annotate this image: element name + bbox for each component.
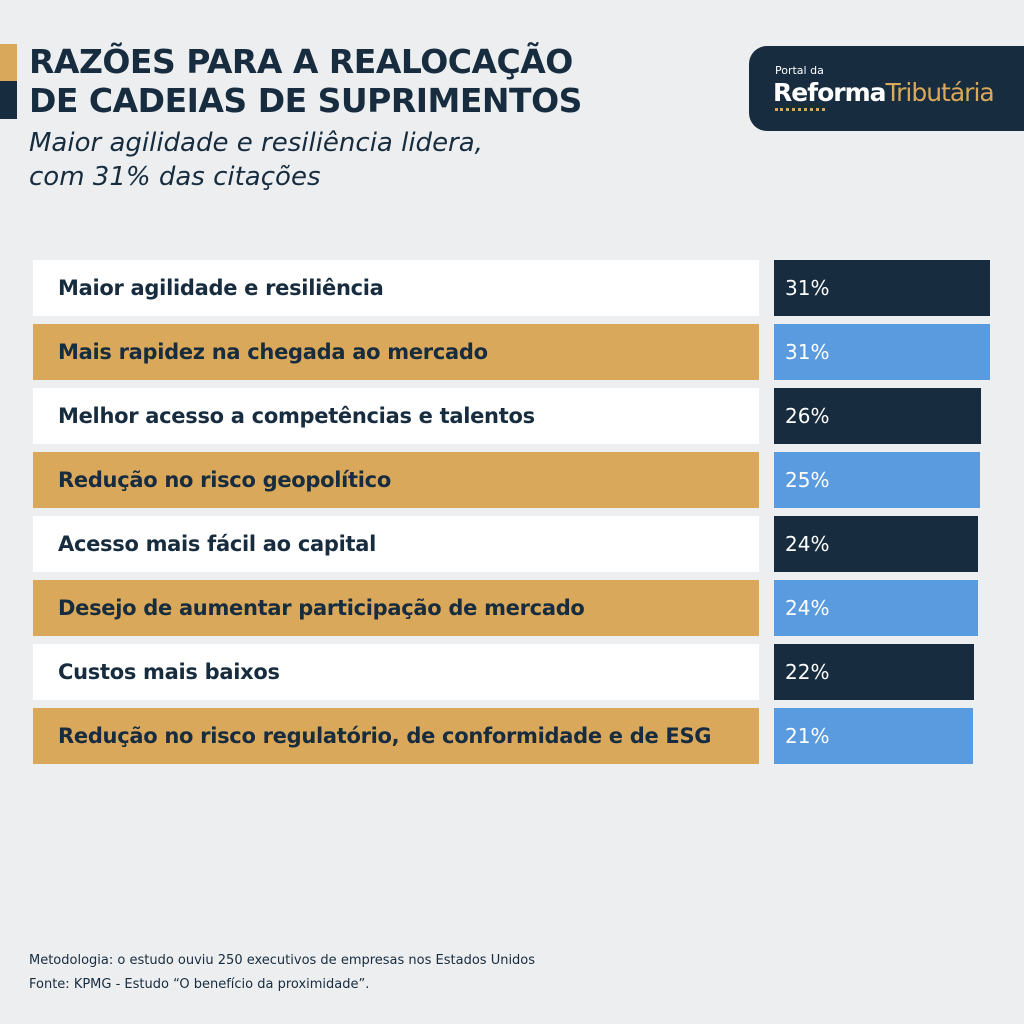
value-label: 24% xyxy=(785,596,830,620)
page-title: RAZÕES PARA A REALOCAÇÃO DE CADEIAS DE SU… xyxy=(29,42,582,120)
bar: 24% xyxy=(774,516,978,572)
source-note: Fonte: KPMG - Estudo “O benefício da pro… xyxy=(29,977,370,992)
title-line-2: DE CADEIAS DE SUPRIMENTOS xyxy=(29,81,582,120)
value-label: 24% xyxy=(785,532,830,556)
value-label: 31% xyxy=(785,276,830,300)
chart-row: Acesso mais fácil ao capital 24% xyxy=(33,516,991,572)
category-label: Maior agilidade e resiliência xyxy=(33,260,759,316)
logo-brand-tributaria: Tributária xyxy=(885,78,995,107)
value-label: 22% xyxy=(785,660,830,684)
value-label: 31% xyxy=(785,340,830,364)
value-label: 21% xyxy=(785,724,830,748)
portal-logo: Portal da ReformaTributária xyxy=(749,46,1024,131)
logo-brand: ReformaTributária xyxy=(773,78,995,107)
chart-row: Mais rapidez na chegada ao mercado 31% xyxy=(33,324,991,380)
bar: 24% xyxy=(774,580,978,636)
chart-row: Maior agilidade e resiliência 31% xyxy=(33,260,991,316)
logo-dots xyxy=(775,108,825,111)
logo-brand-reforma: Reforma xyxy=(773,78,887,107)
category-label: Redução no risco regulatório, de conform… xyxy=(33,708,759,764)
category-label: Redução no risco geopolítico xyxy=(33,452,759,508)
chart-row: Redução no risco regulatório, de conform… xyxy=(33,708,991,764)
chart-row: Custos mais baixos 22% xyxy=(33,644,991,700)
accent-bar-gold xyxy=(0,44,17,81)
bar: 21% xyxy=(774,708,973,764)
title-line-1: RAZÕES PARA A REALOCAÇÃO xyxy=(29,42,573,81)
accent-bar-navy xyxy=(0,81,17,119)
bar: 31% xyxy=(774,260,990,316)
subtitle-line-2: com 31% das citações xyxy=(29,162,321,192)
category-label: Melhor acesso a competências e talentos xyxy=(33,388,759,444)
chart-row: Redução no risco geopolítico 25% xyxy=(33,452,991,508)
value-label: 26% xyxy=(785,404,830,428)
category-label: Acesso mais fácil ao capital xyxy=(33,516,759,572)
value-label: 25% xyxy=(785,468,830,492)
bar: 22% xyxy=(774,644,975,700)
category-label: Custos mais baixos xyxy=(33,644,759,700)
category-label: Mais rapidez na chegada ao mercado xyxy=(33,324,759,380)
subtitle-line-1: Maior agilidade e resiliência lidera, xyxy=(29,128,483,158)
methodology-note: Metodologia: o estudo ouviu 250 executiv… xyxy=(29,953,536,968)
chart-row: Desejo de aumentar participação de merca… xyxy=(33,580,991,636)
bar: 26% xyxy=(774,388,982,444)
bar: 31% xyxy=(774,324,990,380)
subtitle: Maior agilidade e resiliência lidera, com… xyxy=(29,126,483,194)
logo-small-text: Portal da xyxy=(775,64,824,77)
chart-row: Melhor acesso a competências e talentos 2… xyxy=(33,388,991,444)
category-label: Desejo de aumentar participação de merca… xyxy=(33,580,759,636)
bar: 25% xyxy=(774,452,980,508)
